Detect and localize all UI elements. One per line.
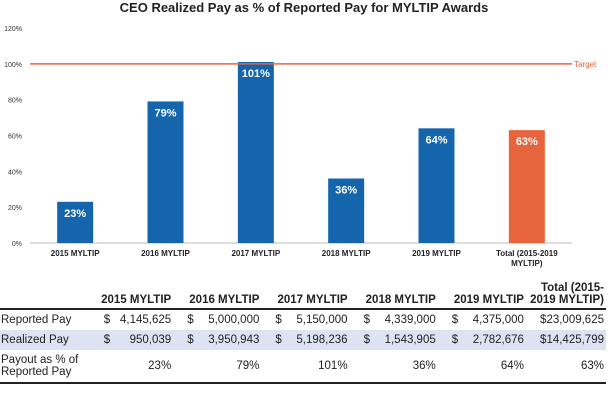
cell-value: 23%	[89, 350, 174, 384]
row-label: Reported Pay	[1, 314, 72, 326]
cell-value: 3,950,943	[208, 334, 260, 346]
cell-value: 64%	[437, 350, 526, 384]
table-header-total: Total (2015-2019 MYLTIP)	[525, 282, 606, 310]
data-label: 79%	[154, 107, 176, 119]
y-tick-label: 60%	[8, 134, 22, 141]
cell-value: 4,339,000	[384, 314, 436, 326]
bar	[328, 178, 365, 243]
currency-symbol: $	[363, 334, 370, 346]
bar	[57, 201, 94, 243]
cell: $4,375,000	[438, 309, 526, 330]
cell: $1,543,905	[349, 330, 438, 350]
x-tick-label: 2019 MYLTIP	[412, 249, 461, 258]
data-label: 23%	[64, 208, 86, 220]
table-row-payout-percent: Payout as % of Reported Pay 23% 79% 101%…	[0, 350, 606, 384]
cell: $2,782,676	[437, 330, 526, 350]
table-row-reported-pay: Reported Pay $4,145,625 $5,000,000 $5,15…	[0, 309, 606, 330]
chart-title: CEO Realized Pay as % of Reported Pay fo…	[120, 0, 489, 15]
currency-symbol: $	[539, 334, 547, 346]
y-tick-label: 20%	[8, 205, 22, 212]
cell-value: 36%	[349, 350, 438, 384]
data-label: 36%	[335, 185, 357, 197]
data-label: 101%	[242, 68, 270, 80]
data-label: 63%	[516, 136, 538, 148]
y-tick-label: 40%	[8, 169, 22, 176]
cell-value: 4,375,000	[472, 314, 524, 326]
bar	[418, 128, 455, 243]
row-label: Payout as % of Reported Pay	[0, 350, 90, 384]
bar	[508, 130, 545, 243]
bar	[237, 62, 274, 243]
table-header-2015: 2015 MYLTIP	[89, 282, 174, 310]
cell: $3,950,943	[173, 330, 262, 350]
cell-value: 14,425,799	[546, 334, 604, 346]
currency-symbol: $	[187, 334, 194, 346]
cell: $4,339,000	[350, 309, 438, 330]
currency-symbol: $	[275, 334, 282, 346]
bar	[147, 101, 184, 243]
x-tick-label: Total (2015-2019 MYLTIP)	[496, 249, 558, 268]
cell: $4,145,625	[90, 309, 173, 330]
table-header-row: 2015 MYLTIP 2016 MYLTIP 2017 MYLTIP 2018…	[0, 282, 606, 310]
currency-symbol: $	[103, 334, 111, 346]
cell: $14,425,799	[525, 330, 606, 350]
currency-symbol: $	[451, 314, 459, 326]
table-header-2019: 2019 MYLTIP	[437, 282, 526, 310]
y-tick-label: 100%	[4, 62, 22, 69]
table-header-blank	[0, 282, 90, 310]
cell: $23,009,625	[526, 309, 606, 330]
pay-table: 2015 MYLTIP 2016 MYLTIP 2017 MYLTIP 2018…	[0, 282, 606, 384]
x-tick-label: 2016 MYLTIP	[141, 249, 190, 258]
cell: $5,150,000	[261, 309, 349, 330]
data-label: 64%	[425, 134, 447, 146]
cell-value: 950,039	[129, 334, 172, 346]
target-label: Target	[574, 60, 597, 69]
table-row-realized-pay: Realized Pay $950,039 $3,950,943 $5,198,…	[0, 330, 606, 350]
row-label: Realized Pay	[0, 330, 90, 350]
x-tick-label: 2015 MYLTIP	[51, 249, 100, 258]
cell-value: 5,000,000	[208, 314, 260, 326]
cell-value: 101%	[261, 350, 350, 384]
currency-symbol: $	[539, 314, 547, 326]
cell-value: 2,782,676	[472, 334, 524, 346]
x-tick-label: 2017 MYLTIP	[231, 249, 280, 258]
cell-value: 4,145,625	[120, 314, 172, 326]
currency-symbol: $	[103, 314, 111, 326]
cell-value: 5,198,236	[296, 334, 348, 346]
table-header-2018: 2018 MYLTIP	[349, 282, 438, 310]
table-header-2016: 2016 MYLTIP	[173, 282, 262, 310]
cell: $5,198,236	[261, 330, 350, 350]
y-tick-label: 0%	[12, 241, 22, 248]
table-header-2017: 2017 MYLTIP	[261, 282, 350, 310]
cell-value: 5,150,000	[296, 314, 348, 326]
currency-symbol: $	[363, 314, 370, 326]
currency-symbol: $	[187, 314, 194, 326]
currency-symbol: $	[275, 314, 282, 326]
chart: CEO Realized Pay as % of Reported Pay fo…	[4, 0, 597, 268]
cell: $5,000,000	[173, 309, 261, 330]
y-tick-label: 80%	[8, 98, 22, 105]
y-tick-label: 120%	[4, 26, 22, 33]
cell-value: 23,009,625	[546, 314, 604, 326]
x-tick-label: 2018 MYLTIP	[322, 249, 371, 258]
cell: $950,039	[89, 330, 174, 350]
cell-value: 79%	[173, 350, 262, 384]
cell-value: 63%	[525, 350, 606, 384]
cell-value: 1,543,905	[384, 334, 436, 346]
currency-symbol: $	[451, 334, 459, 346]
